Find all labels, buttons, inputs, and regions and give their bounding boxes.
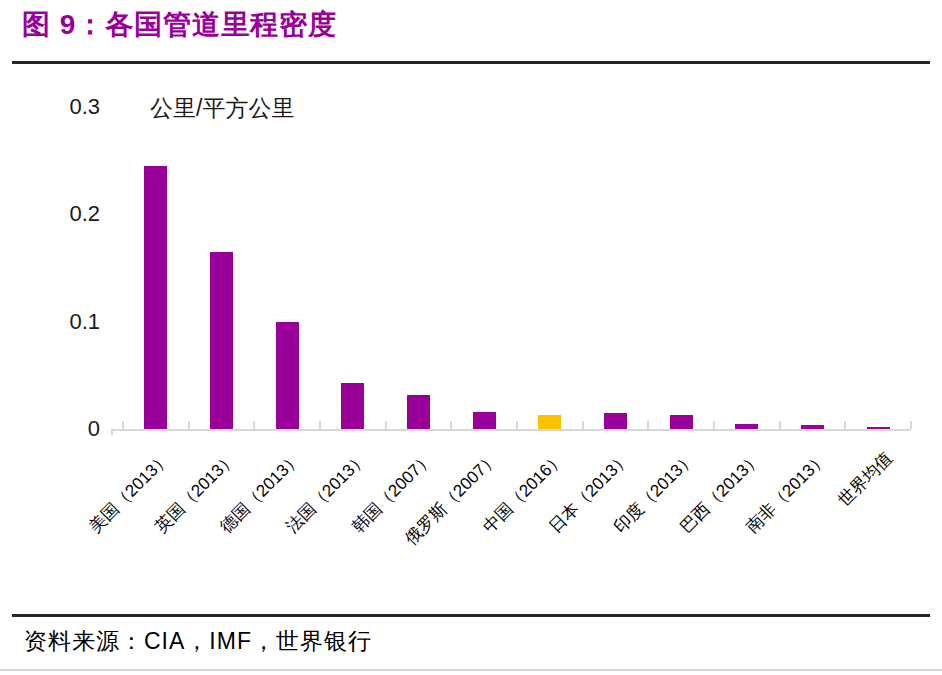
x-axis-category-label: 世界均值	[833, 447, 897, 511]
bar-1	[144, 166, 167, 429]
x-axis-tick	[582, 421, 584, 429]
bar-2	[210, 252, 233, 429]
title-divider	[12, 61, 930, 64]
bar-10	[735, 424, 758, 429]
bar-11	[801, 425, 824, 429]
footer-divider	[12, 614, 930, 617]
y-axis-tick-label: 0	[30, 418, 100, 440]
x-axis-tick	[253, 421, 255, 429]
y-axis-tick-label: 0.1	[30, 311, 100, 333]
bar-7	[538, 415, 561, 429]
x-axis-tick	[319, 421, 321, 429]
x-axis-tick	[385, 421, 387, 429]
x-axis-tick	[910, 421, 912, 429]
x-axis-tick	[188, 421, 190, 429]
source-note: 资料来源：CIA，IMF，世界银行	[24, 626, 372, 657]
bar-6	[473, 412, 496, 429]
y-axis-unit-label: 公里/平方公里	[150, 93, 294, 124]
y-axis-tick-label: 0.2	[30, 203, 100, 225]
x-axis-tick	[713, 421, 715, 429]
x-axis-tick	[122, 421, 124, 429]
y-axis-stub	[111, 429, 113, 435]
bar-9	[670, 415, 693, 429]
x-axis-tick	[779, 421, 781, 429]
figure-panel: 图 9：各国管道里程密度 公里/平方公里 00.10.20.3美国（2013）英…	[0, 0, 942, 675]
bottom-divider	[0, 669, 942, 671]
x-axis-tick	[516, 421, 518, 429]
bar-12	[867, 427, 890, 429]
x-axis-tick	[450, 421, 452, 429]
x-axis-tick	[844, 421, 846, 429]
bar-3	[276, 322, 299, 429]
x-axis-tick	[647, 421, 649, 429]
figure-title: 图 9：各国管道里程密度	[22, 6, 337, 44]
bar-8	[604, 413, 627, 429]
y-axis-tick-label: 0.3	[30, 96, 100, 118]
x-axis-line	[112, 429, 911, 431]
bar-5	[407, 395, 430, 429]
bar-4	[341, 383, 364, 429]
